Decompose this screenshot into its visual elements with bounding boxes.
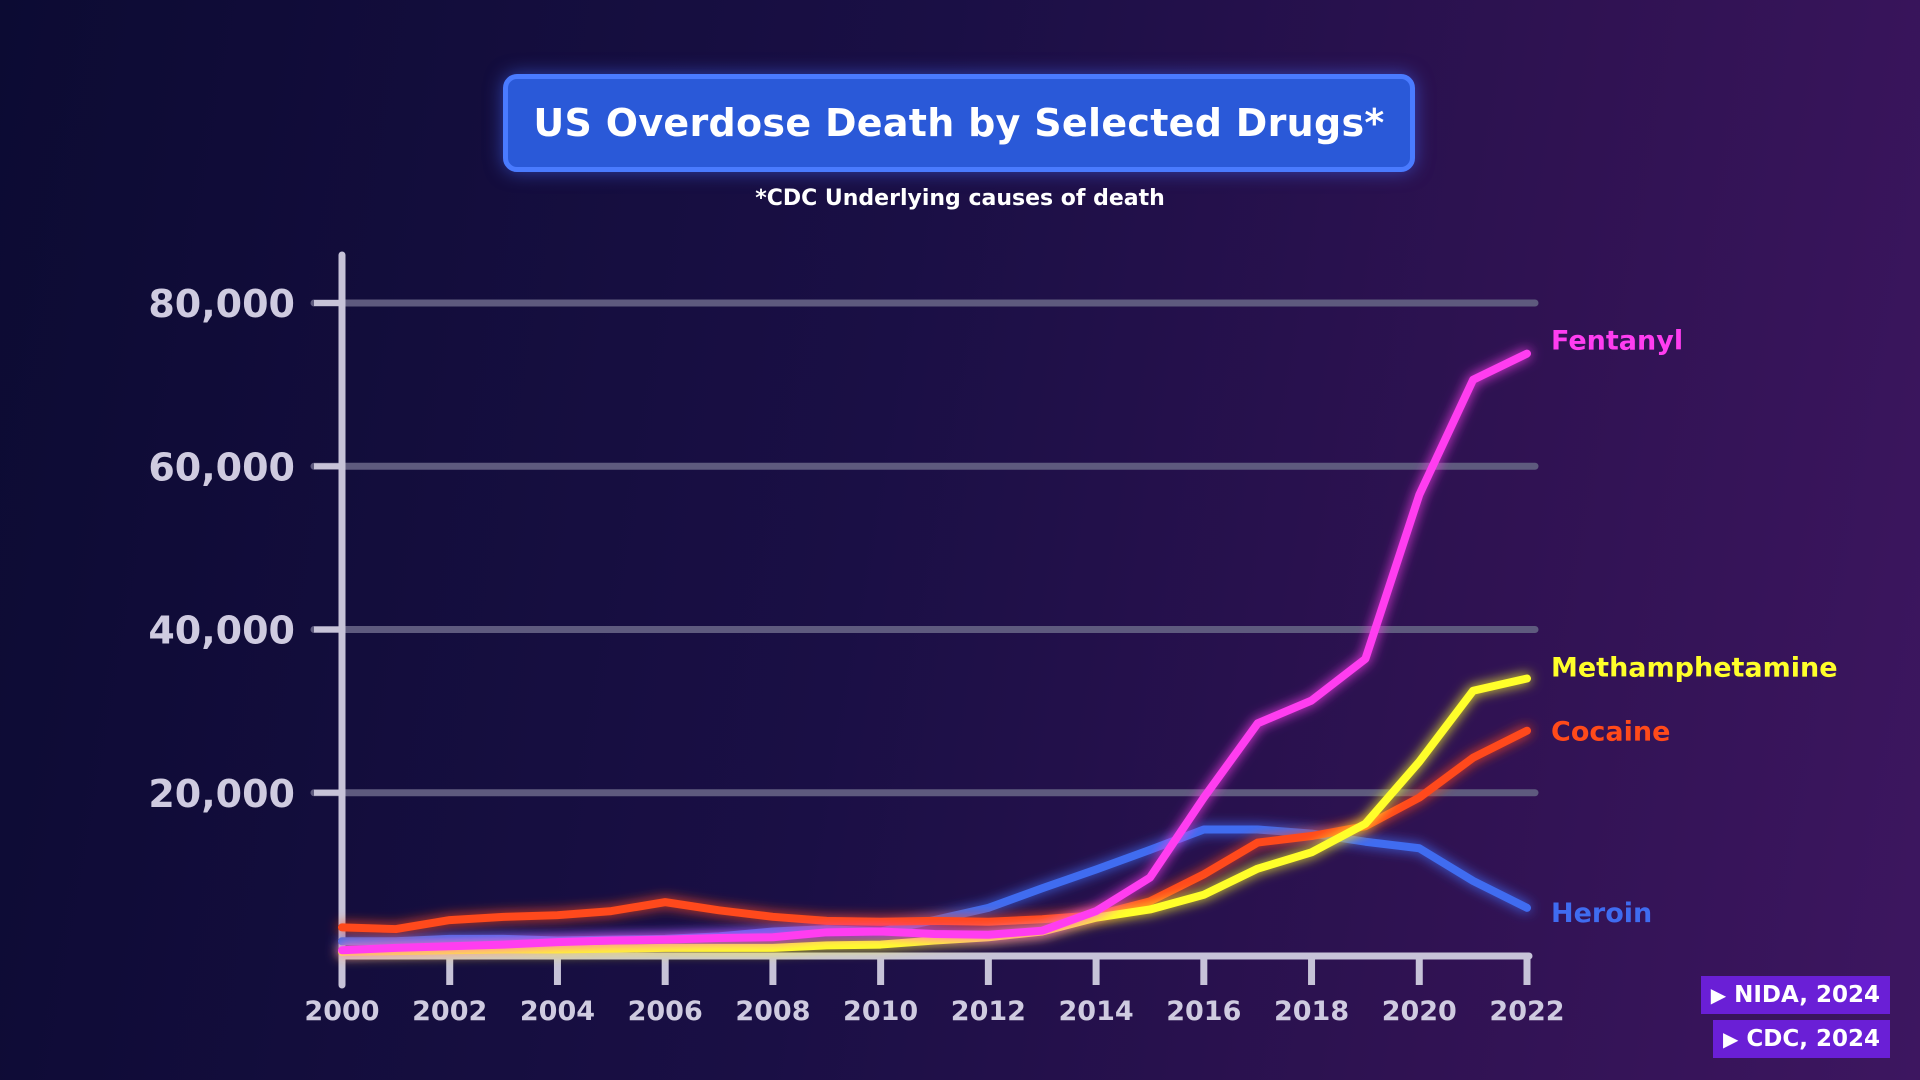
x-tick-label: 2012 [951, 996, 1026, 1027]
series-line-methamphetamine [338, 674, 1531, 956]
x-tick-label: 2022 [1489, 996, 1564, 1027]
chart-subtitle: *CDC Underlying causes of death [755, 186, 1165, 211]
x-tick-label: 2018 [1274, 996, 1349, 1027]
x-tick-label: 2006 [628, 996, 703, 1027]
series-label-methamphetamine: Methamphetamine [1551, 652, 1838, 683]
x-tick-label: 2000 [304, 996, 379, 1027]
series-label-heroin: Heroin [1551, 898, 1652, 929]
series-label-fentanyl: Fentanyl [1551, 326, 1683, 357]
source-tag-cdc[interactable]: ▶ CDC, 2024 [1713, 1020, 1890, 1058]
x-tick-label: 2002 [412, 996, 487, 1027]
chart-title: US Overdose Death by Selected Drugs* [533, 101, 1385, 145]
chart-title-box: US Overdose Death by Selected Drugs* [503, 74, 1415, 172]
x-tick-label: 2004 [520, 996, 595, 1027]
x-tick-label: 2010 [843, 996, 918, 1027]
axes [314, 251, 1533, 989]
sources-list: ▶ NIDA, 2024 ▶ CDC, 2024 [1700, 976, 1890, 1058]
x-tick-label: 2016 [1166, 996, 1241, 1027]
x-tick-label: 2020 [1382, 996, 1457, 1027]
y-tick-label: 80,000 [148, 282, 295, 326]
y-tick-label: 20,000 [148, 772, 295, 816]
play-icon: ▶ [1710, 983, 1727, 1007]
y-tick-label: 40,000 [148, 609, 295, 653]
y-tick-label: 60,000 [148, 445, 295, 489]
x-tick-label: 2014 [1059, 996, 1134, 1027]
play-icon: ▶ [1723, 1027, 1739, 1051]
series-lines [338, 349, 1531, 956]
labels: 20,000 40,000 60,000 80,000 2000 2002 2004 2006… [148, 282, 1837, 1027]
source-tag-nida[interactable]: ▶ NIDA, 2024 [1700, 976, 1890, 1014]
series-label-cocaine: Cocaine [1551, 717, 1670, 748]
series-line-cocaine [338, 726, 1531, 934]
grid-lines [310, 299, 1539, 797]
series-line-fentanyl [338, 349, 1531, 955]
x-tick-label: 2008 [735, 996, 810, 1027]
